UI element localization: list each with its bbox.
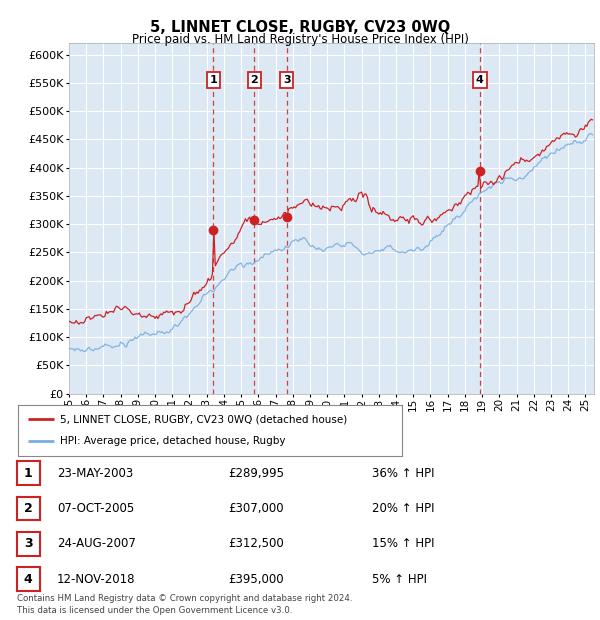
Text: 24-AUG-2007: 24-AUG-2007 [57, 538, 136, 550]
Text: Price paid vs. HM Land Registry's House Price Index (HPI): Price paid vs. HM Land Registry's House … [131, 33, 469, 46]
Text: 3: 3 [24, 538, 32, 550]
Text: £307,000: £307,000 [228, 502, 284, 515]
Text: 4: 4 [24, 573, 32, 585]
Text: 1: 1 [24, 467, 32, 479]
Text: 1: 1 [209, 75, 217, 85]
Text: 5, LINNET CLOSE, RUGBY, CV23 0WQ (detached house): 5, LINNET CLOSE, RUGBY, CV23 0WQ (detach… [60, 414, 347, 424]
Text: 5, LINNET CLOSE, RUGBY, CV23 0WQ: 5, LINNET CLOSE, RUGBY, CV23 0WQ [150, 20, 450, 35]
Text: 07-OCT-2005: 07-OCT-2005 [57, 502, 134, 515]
Text: 2: 2 [24, 502, 32, 515]
Text: 20% ↑ HPI: 20% ↑ HPI [372, 502, 434, 515]
Text: 12-NOV-2018: 12-NOV-2018 [57, 573, 136, 585]
Text: Contains HM Land Registry data © Crown copyright and database right 2024.
This d: Contains HM Land Registry data © Crown c… [17, 594, 352, 615]
Text: 15% ↑ HPI: 15% ↑ HPI [372, 538, 434, 550]
Text: £395,000: £395,000 [228, 573, 284, 585]
Text: £312,500: £312,500 [228, 538, 284, 550]
Text: 23-MAY-2003: 23-MAY-2003 [57, 467, 133, 479]
Text: 36% ↑ HPI: 36% ↑ HPI [372, 467, 434, 479]
Text: 3: 3 [283, 75, 290, 85]
Text: 4: 4 [476, 75, 484, 85]
Text: £289,995: £289,995 [228, 467, 284, 479]
Text: HPI: Average price, detached house, Rugby: HPI: Average price, detached house, Rugb… [60, 436, 286, 446]
Text: 5% ↑ HPI: 5% ↑ HPI [372, 573, 427, 585]
Text: 2: 2 [251, 75, 258, 85]
